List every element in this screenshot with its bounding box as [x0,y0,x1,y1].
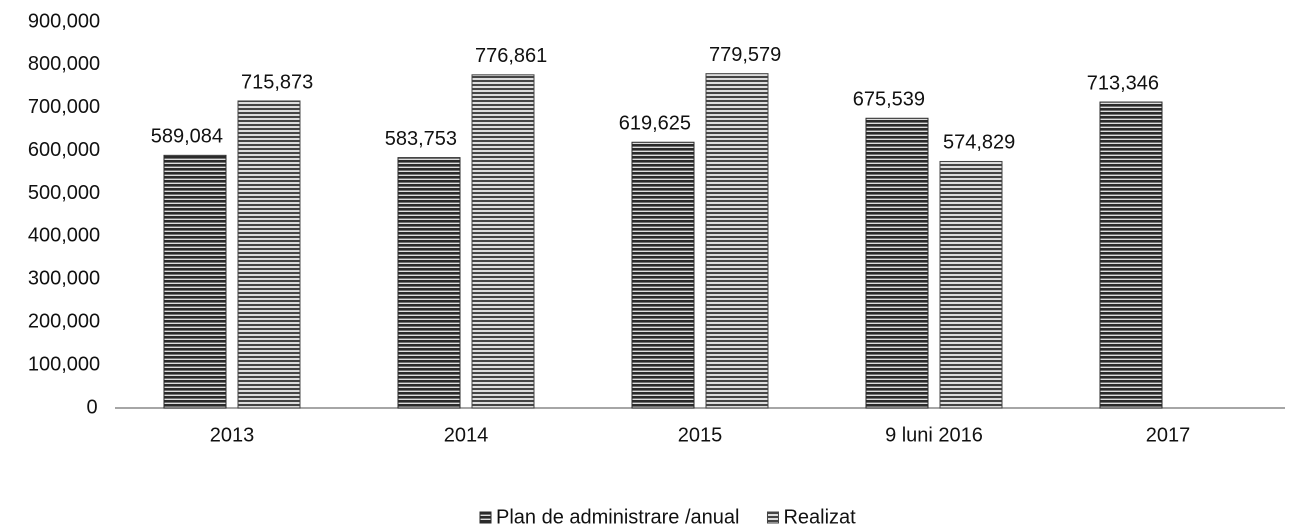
x-tick-label: 2013 [210,424,255,446]
y-tick-label: 300,000 [28,268,100,290]
data-label: 715,873 [241,71,313,93]
bar [471,74,535,409]
data-label: 583,753 [385,128,457,150]
x-tick-label: 2015 [678,424,723,446]
bar [237,100,301,409]
x-tick-label: 2017 [1146,424,1191,446]
legend-swatch [479,511,492,524]
x-tick-label: 2014 [444,424,489,446]
data-label: 619,625 [619,113,691,135]
data-label: 713,346 [1087,72,1159,94]
bar [397,157,461,409]
y-tick-label: 0 [86,396,97,418]
y-tick-label: 700,000 [28,96,100,118]
y-tick-label: 600,000 [28,139,100,161]
x-tick-label: 9 luni 2016 [885,424,983,446]
y-tick-label: 900,000 [28,10,100,32]
data-label: 779,579 [709,44,781,66]
legend-label: Plan de administrare /anual [496,506,739,528]
bar [705,73,769,409]
y-tick-label: 500,000 [28,182,100,204]
data-label: 675,539 [853,89,925,111]
data-label: 776,861 [475,45,547,67]
data-label: 574,829 [943,132,1015,154]
data-label: 589,084 [151,126,223,148]
y-tick-label: 100,000 [28,353,100,375]
legend-label: Realizat [783,506,856,528]
y-tick-label: 800,000 [28,53,100,75]
bar [939,160,1003,409]
y-tick-label: 400,000 [28,225,100,247]
legend-swatch [766,511,779,524]
bar [631,141,695,409]
y-tick-label: 200,000 [28,311,100,333]
bar [163,154,227,409]
bar [1099,101,1163,409]
bar [865,117,929,409]
